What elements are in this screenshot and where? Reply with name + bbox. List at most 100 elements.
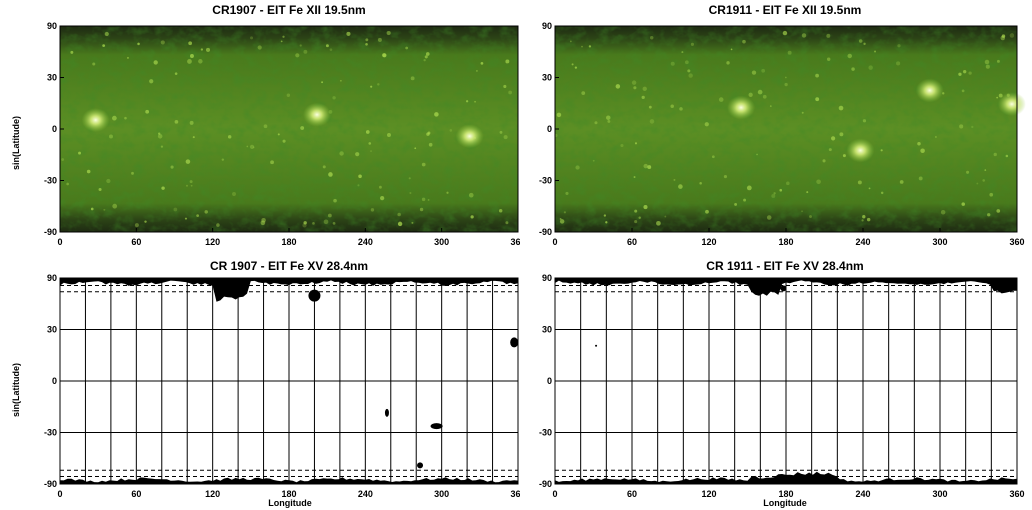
panel2-speckle bbox=[782, 30, 788, 36]
panel2-speckle bbox=[868, 65, 873, 70]
panel2-speckle bbox=[766, 215, 772, 220]
panel1-speckle bbox=[86, 169, 91, 174]
panel2-speckle bbox=[801, 210, 803, 213]
panel2-speckle bbox=[984, 169, 987, 171]
panel1-speckle bbox=[380, 196, 385, 201]
panel2-speckle bbox=[649, 119, 655, 124]
panel1-speckle bbox=[103, 208, 106, 211]
panel2-ytick-label-4: -90 bbox=[539, 227, 552, 237]
panel2-speckle bbox=[673, 178, 676, 181]
panel2-speckle bbox=[631, 80, 637, 85]
panel2-speckle bbox=[785, 76, 787, 79]
panel2-speckle bbox=[851, 67, 855, 71]
panel1-speckle bbox=[189, 120, 194, 125]
panel1-speckle bbox=[339, 151, 344, 156]
panel1-speckle bbox=[232, 192, 236, 196]
panel-title-cr1907-195: CR1907 - EIT Fe XII 19.5nm bbox=[212, 3, 366, 17]
panel2-speckle bbox=[594, 121, 598, 125]
panel2-speckle bbox=[723, 175, 728, 179]
panel2-speckle bbox=[556, 112, 562, 118]
panel1-speckle bbox=[323, 219, 329, 225]
panel2-active-region-3 bbox=[727, 95, 756, 120]
panel1-active-region-1 bbox=[455, 124, 484, 149]
panel2-speckle bbox=[699, 181, 702, 185]
panel2-speckle bbox=[815, 73, 819, 78]
panel2-speckle bbox=[839, 132, 844, 137]
panel2-speckle bbox=[634, 209, 638, 213]
panel1-speckle bbox=[70, 50, 74, 54]
panel1-speckle bbox=[414, 147, 417, 150]
panel2-speckle bbox=[684, 60, 689, 65]
panel1-speckle bbox=[200, 48, 204, 51]
panel2-speckle bbox=[641, 95, 645, 99]
panel2-active-region-1 bbox=[915, 78, 944, 103]
panel1-speckle bbox=[186, 184, 188, 187]
panel1-speckle bbox=[480, 61, 484, 65]
panel2-speckle bbox=[862, 119, 867, 123]
panel1-speckle bbox=[282, 35, 285, 38]
panel1-speckle bbox=[397, 221, 403, 227]
panel1-active-region-0 bbox=[302, 102, 331, 127]
panel4-ytick-label-1: 30 bbox=[542, 325, 552, 335]
panel2-speckle bbox=[815, 97, 820, 102]
panel1-speckle bbox=[280, 40, 283, 43]
panel2-speckle bbox=[664, 215, 667, 218]
panel1-speckle bbox=[109, 134, 113, 139]
panel2-speckle bbox=[966, 170, 970, 174]
panel1-speckle bbox=[300, 126, 305, 130]
panel1-speckle bbox=[322, 165, 326, 169]
panel2-speckle bbox=[868, 187, 871, 190]
panel1-speckle bbox=[102, 44, 106, 47]
panel2-speckle bbox=[615, 84, 621, 89]
panel2-speckle bbox=[861, 219, 864, 222]
panel2-speckle bbox=[1009, 33, 1015, 38]
panel2-speckle bbox=[897, 44, 901, 48]
panel2-ytick-label-2: 0 bbox=[547, 124, 552, 134]
panel2-speckle bbox=[961, 89, 965, 93]
panel2-speckle bbox=[730, 48, 733, 51]
panel1-speckle bbox=[370, 208, 375, 212]
panel2-speckle bbox=[862, 215, 866, 219]
panel4-xtick-label-3: 180 bbox=[778, 489, 793, 499]
panel4-ytick-label-2: 0 bbox=[547, 376, 552, 386]
panel2-speckle bbox=[917, 141, 921, 146]
panel1-speckle bbox=[295, 53, 300, 58]
panel2-speckle bbox=[1005, 154, 1009, 158]
panel1-speckle bbox=[423, 59, 426, 62]
panel2-speckles bbox=[554, 30, 1015, 226]
panel2-xtick-label-4: 240 bbox=[855, 237, 870, 247]
panel1-xtick-label-4: 240 bbox=[358, 237, 373, 247]
panel1-speckle bbox=[397, 212, 401, 217]
panel1-speckle bbox=[90, 207, 94, 211]
panel2-speckle bbox=[559, 218, 562, 220]
panel2-speckle bbox=[607, 119, 611, 123]
panel2-speckle bbox=[742, 39, 746, 44]
panel1-ytick-label-3: -30 bbox=[44, 176, 57, 186]
panel2-speckle bbox=[718, 97, 724, 102]
panel1-speckle bbox=[424, 55, 428, 59]
panel1-speckle bbox=[124, 116, 127, 120]
panel4-ytick-label-0: 90 bbox=[542, 273, 552, 283]
panel2-speckle bbox=[670, 61, 675, 66]
panel1-speckle bbox=[196, 214, 200, 217]
panel1-ytick-label-2: 0 bbox=[52, 124, 57, 134]
panel2-speckle bbox=[863, 42, 866, 46]
panel1-speckle bbox=[205, 47, 211, 52]
panel2-speckle bbox=[935, 136, 937, 138]
panel1-speckle bbox=[427, 131, 431, 135]
panel1-xtick-label-6: 360 bbox=[510, 237, 520, 247]
panel4-xtick-label-1: 60 bbox=[627, 489, 637, 499]
panel2-speckle bbox=[688, 73, 693, 78]
panel2-speckle bbox=[748, 92, 753, 97]
panel1-speckle bbox=[503, 135, 508, 140]
panel3-ytick-label-1: 30 bbox=[47, 325, 57, 335]
panel4-hole-1 bbox=[595, 344, 598, 347]
panel2-speckle bbox=[574, 66, 578, 69]
panel1-speckle bbox=[161, 186, 165, 190]
panel4-xtick-label-4: 240 bbox=[855, 489, 870, 499]
panel2-speckle bbox=[687, 69, 691, 73]
panel-title-cr1911-284: CR 1911 - EIT Fe XV 28.4nm bbox=[706, 259, 864, 273]
panel1-speckle bbox=[370, 150, 372, 152]
